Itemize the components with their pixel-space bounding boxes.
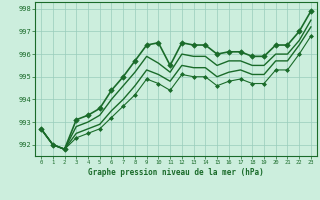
X-axis label: Graphe pression niveau de la mer (hPa): Graphe pression niveau de la mer (hPa) [88,168,264,177]
